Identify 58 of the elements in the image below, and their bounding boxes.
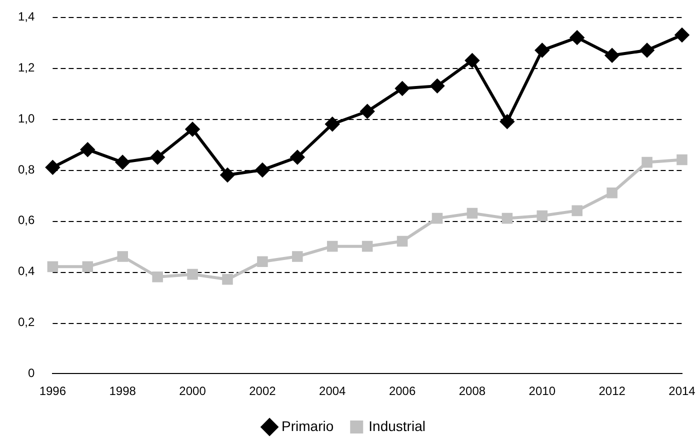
y-tick-label: 1,4 (18, 10, 35, 24)
point (642, 156, 652, 168)
legend-label: Industrial (368, 418, 426, 434)
legend-label: Primario (282, 418, 334, 434)
x-tick-label: 2006 (388, 384, 416, 398)
point (396, 236, 408, 247)
x-tick-label: 1996 (39, 384, 66, 398)
point (47, 261, 58, 272)
point (117, 251, 128, 262)
point (292, 251, 303, 262)
point (186, 122, 200, 136)
point (675, 28, 689, 42)
point (500, 114, 514, 129)
point (360, 104, 374, 118)
point (535, 43, 550, 58)
point (465, 53, 480, 68)
point (395, 81, 410, 96)
point (362, 240, 373, 252)
point (257, 256, 268, 267)
point (46, 160, 60, 174)
point (432, 212, 443, 224)
y-tick-label: 0,6 (18, 213, 35, 228)
point (570, 30, 584, 45)
x-tick-label: 2000 (179, 384, 206, 398)
x-tick-label: 2008 (458, 384, 486, 398)
point (640, 43, 654, 58)
y-tick-label: 1,0 (18, 111, 35, 126)
point (605, 48, 620, 62)
point (536, 210, 548, 222)
x-tick-label: 2010 (528, 384, 556, 398)
x-tick-label: 2012 (598, 384, 626, 398)
y-tick-label: 0,4 (18, 264, 35, 278)
point (676, 154, 688, 166)
point (222, 274, 233, 285)
point (150, 150, 165, 164)
point (255, 162, 270, 177)
x-tick-label: 1998 (109, 384, 136, 398)
y-tick-label: 0 (28, 366, 35, 380)
point (606, 187, 618, 198)
y-tick-label: 1,2 (18, 60, 35, 74)
point (116, 155, 130, 170)
x-tick-label: 2014 (668, 384, 696, 398)
x-tick-label: 2002 (249, 384, 276, 398)
y-tick-label: 0,8 (18, 162, 35, 176)
y-tick-label: 0,2 (18, 315, 35, 329)
point (82, 261, 94, 272)
point (572, 205, 583, 216)
x-tick-label: 2004 (319, 384, 346, 398)
point (502, 212, 513, 224)
point (326, 240, 338, 252)
point (80, 142, 95, 157)
point (466, 208, 478, 219)
point (152, 271, 163, 282)
point (325, 117, 340, 132)
point (187, 268, 198, 280)
point (220, 168, 234, 182)
point (290, 150, 304, 164)
point (430, 78, 444, 93)
